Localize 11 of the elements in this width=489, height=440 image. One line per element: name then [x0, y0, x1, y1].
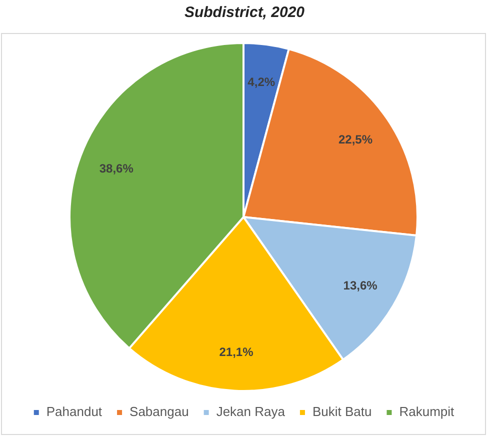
legend-label: Jekan Raya — [216, 404, 286, 420]
data-label: 4,2% — [248, 74, 276, 89]
legend-label: Bukit Batu — [312, 404, 372, 420]
data-label: 38,6% — [99, 162, 134, 176]
legend-label: Sabangau — [130, 404, 189, 420]
legend-label: Pahandut — [46, 404, 102, 420]
data-label: 13,6% — [343, 278, 378, 292]
data-label: 22,5% — [338, 132, 373, 147]
chart-title: Subdistrict, 2020 — [183, 4, 306, 21]
legend-label: Rakumpit — [399, 404, 455, 420]
data-label: 21,1% — [219, 344, 254, 359]
